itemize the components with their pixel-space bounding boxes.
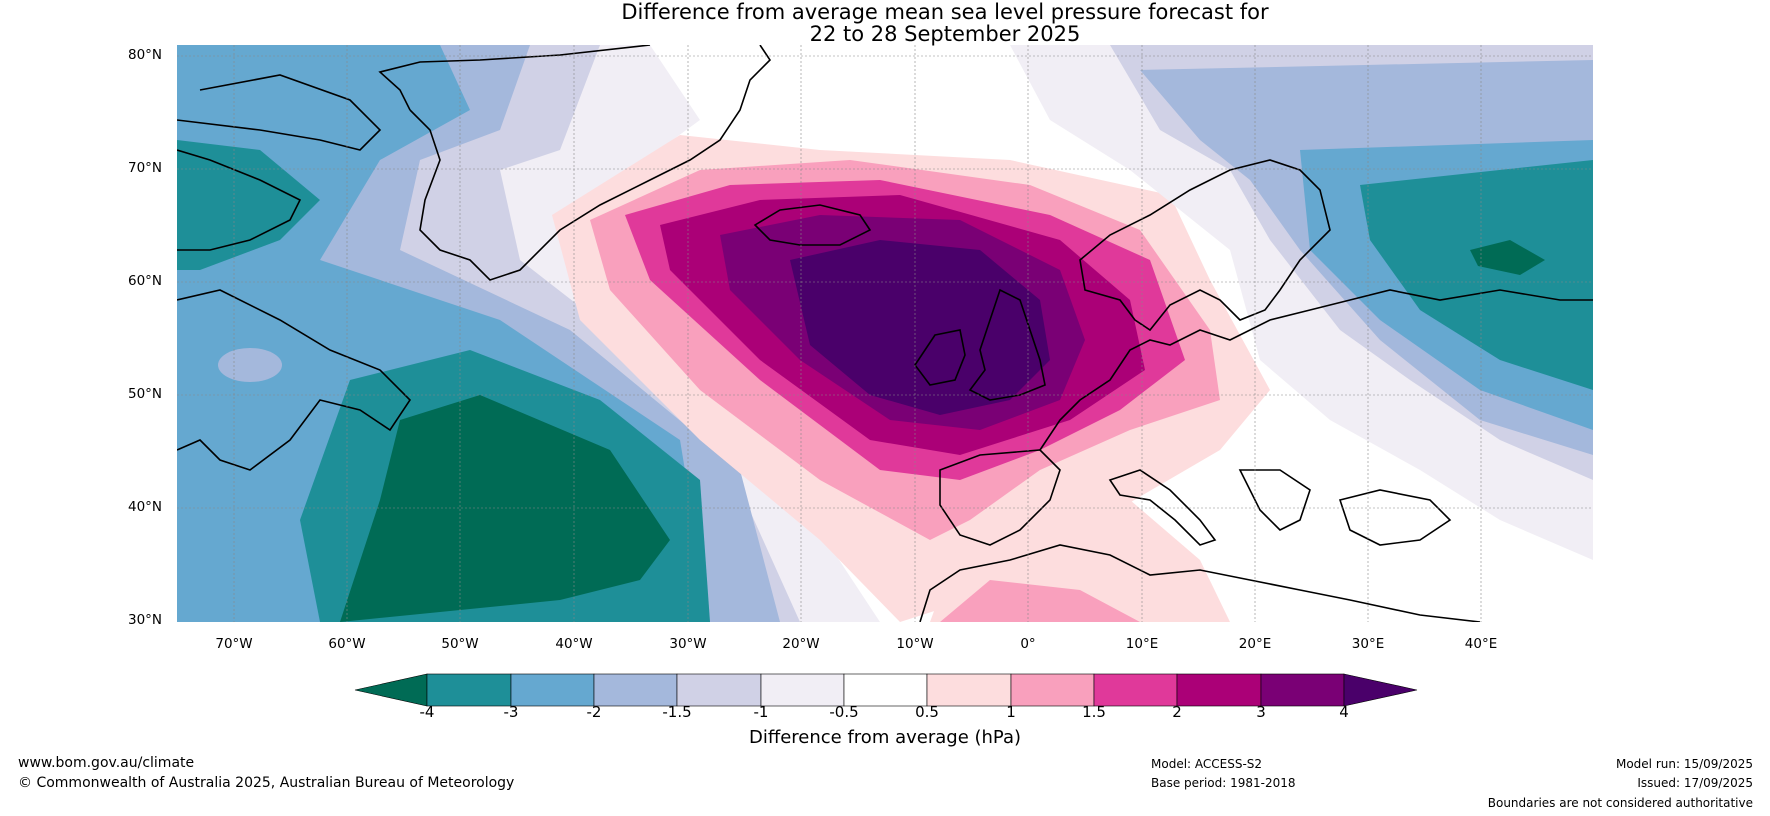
baffin-low <box>177 140 320 270</box>
lon-tick: 30°W <box>669 636 707 652</box>
colorbar <box>354 673 1418 707</box>
base-period-text: Base period: 1981-2018 <box>1151 776 1296 790</box>
colorbar-tick: 1.5 <box>1082 703 1106 721</box>
lon-tick: 40°W <box>555 636 593 652</box>
colorbar-tick: -0.5 <box>829 703 859 721</box>
lon-tick: 20°E <box>1238 636 1272 652</box>
lat-tick: 40°N <box>128 499 163 515</box>
map-title-line2: 22 to 28 September 2025 <box>809 22 1081 46</box>
russia-low <box>1360 160 1593 390</box>
lon-tick: 50°W <box>441 636 479 652</box>
lat-tick: 50°N <box>128 386 163 402</box>
colorbar-tick: -1.5 <box>662 703 692 721</box>
issued-text: Issued: 17/09/2025 <box>1637 776 1753 790</box>
colorbar-tick: -2 <box>586 703 602 721</box>
colorbar-tick: -4 <box>419 703 435 721</box>
western-negative-4 <box>340 395 670 622</box>
graticule <box>177 45 1593 622</box>
lat-tick: 70°N <box>128 160 163 176</box>
lon-tick: 20°W <box>782 636 820 652</box>
copyright-text: © Commonwealth of Australia 2025, Austra… <box>18 775 515 791</box>
lon-tick: 10°W <box>896 636 934 652</box>
map-title-line1: Difference from average mean sea level p… <box>621 0 1269 24</box>
lon-tick: 0° <box>1020 636 1036 652</box>
lon-tick: 30°E <box>1351 636 1385 652</box>
colorbar-tick: -3 <box>503 703 519 721</box>
lat-tick: 80°N <box>128 47 163 63</box>
model-text: Model: ACCESS-S2 <box>1151 757 1263 771</box>
lon-tick: 40°E <box>1464 636 1498 652</box>
colorbar-tick: 3 <box>1256 703 1266 721</box>
lat-tick: 60°N <box>128 273 163 289</box>
lon-tick: 10°E <box>1125 636 1159 652</box>
colorbar-tick: 4 <box>1339 703 1349 721</box>
model-run-text: Model run: 15/09/2025 <box>1615 757 1753 771</box>
lon-tick: 70°W <box>215 636 253 652</box>
lon-tick: 60°W <box>328 636 366 652</box>
map-panel <box>177 45 1593 622</box>
colorbar-tick: 0.5 <box>915 703 939 721</box>
colorbar-tick: -1 <box>753 703 769 721</box>
coastlines <box>177 45 1593 622</box>
disclaimer-text: Boundaries are not considered authoritat… <box>1487 796 1753 810</box>
colorbar-tick: 2 <box>1172 703 1182 721</box>
website-link[interactable]: www.bom.gov.au/climate <box>18 755 195 771</box>
colorbar-title: Difference from average (hPa) <box>748 727 1022 748</box>
lat-tick: 30°N <box>128 612 163 628</box>
colorbar-tick: 1 <box>1006 703 1016 721</box>
